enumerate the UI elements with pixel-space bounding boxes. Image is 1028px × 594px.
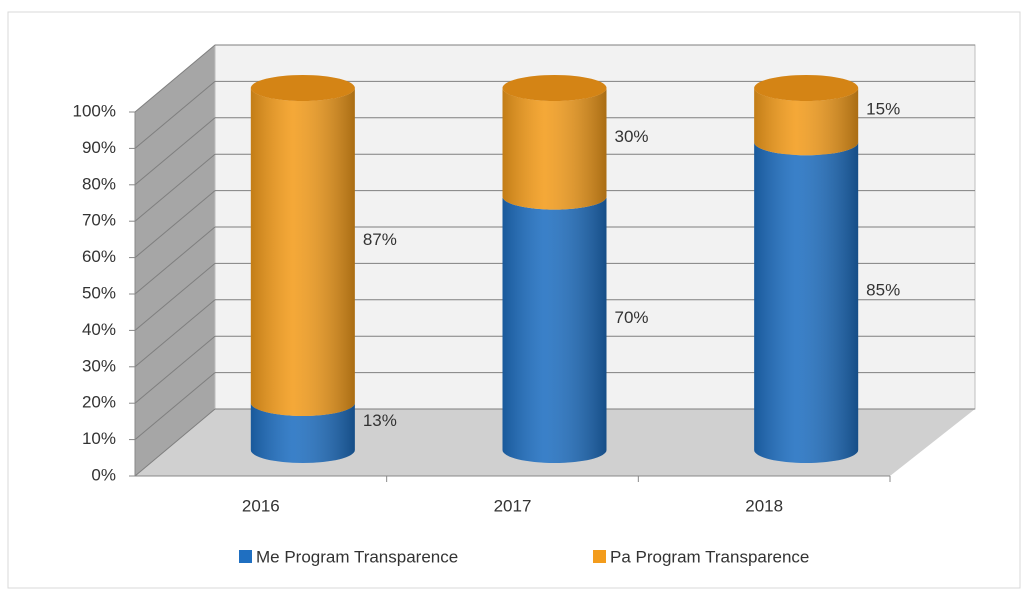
legend-label: Pa Program Transparence — [610, 547, 809, 566]
cylinder-shade — [250, 88, 355, 416]
cylinder-shade — [754, 88, 859, 156]
cylinder-cap — [502, 75, 607, 101]
legend-label: Me Program Transparence — [256, 547, 458, 566]
cylinder-shade — [502, 196, 607, 464]
data-label: 70% — [615, 308, 649, 327]
data-label: 13% — [363, 411, 397, 430]
grid-line — [134, 226, 216, 295]
y-tick-label: 20% — [82, 393, 116, 412]
data-label: 30% — [615, 127, 649, 146]
cylinder-cap-shade — [502, 75, 607, 101]
data-label: 15% — [866, 100, 900, 119]
cylinder-cap-shade — [754, 75, 859, 101]
cylinder-shade — [754, 142, 859, 464]
grid-line — [134, 153, 216, 222]
data-label: 87% — [363, 230, 397, 249]
x-tick-label: 2017 — [494, 496, 532, 515]
y-tick-label: 40% — [82, 320, 116, 339]
y-tick-label: 100% — [73, 101, 116, 120]
grid-line — [134, 299, 216, 368]
grid-line — [134, 190, 216, 258]
grid-line — [134, 263, 216, 331]
grid-line — [134, 44, 216, 113]
y-tick-label: 70% — [82, 211, 116, 230]
grid-line — [134, 335, 216, 404]
cylinder-shade — [502, 88, 607, 210]
data-label: 85% — [866, 281, 900, 300]
grid-line — [134, 408, 216, 477]
y-tick-label: 10% — [82, 429, 116, 448]
legend-swatch — [593, 550, 606, 563]
cylinder-shade — [250, 402, 355, 463]
cylinder-cap-shade — [250, 75, 355, 101]
cylinder-cap — [250, 75, 355, 101]
grid-line — [134, 117, 216, 186]
y-tick-label: 60% — [82, 247, 116, 266]
grid-line — [134, 372, 216, 440]
y-tick-label: 50% — [82, 283, 116, 302]
y-tick-label: 0% — [91, 465, 116, 484]
x-tick-label: 2018 — [745, 496, 783, 515]
cylinder-cap — [754, 75, 859, 101]
y-tick-label: 30% — [82, 356, 116, 375]
x-tick-label: 2016 — [242, 496, 280, 515]
legend-swatch — [239, 550, 252, 563]
grid-line — [134, 81, 216, 149]
y-tick-label: 80% — [82, 174, 116, 193]
y-tick-label: 90% — [82, 138, 116, 157]
